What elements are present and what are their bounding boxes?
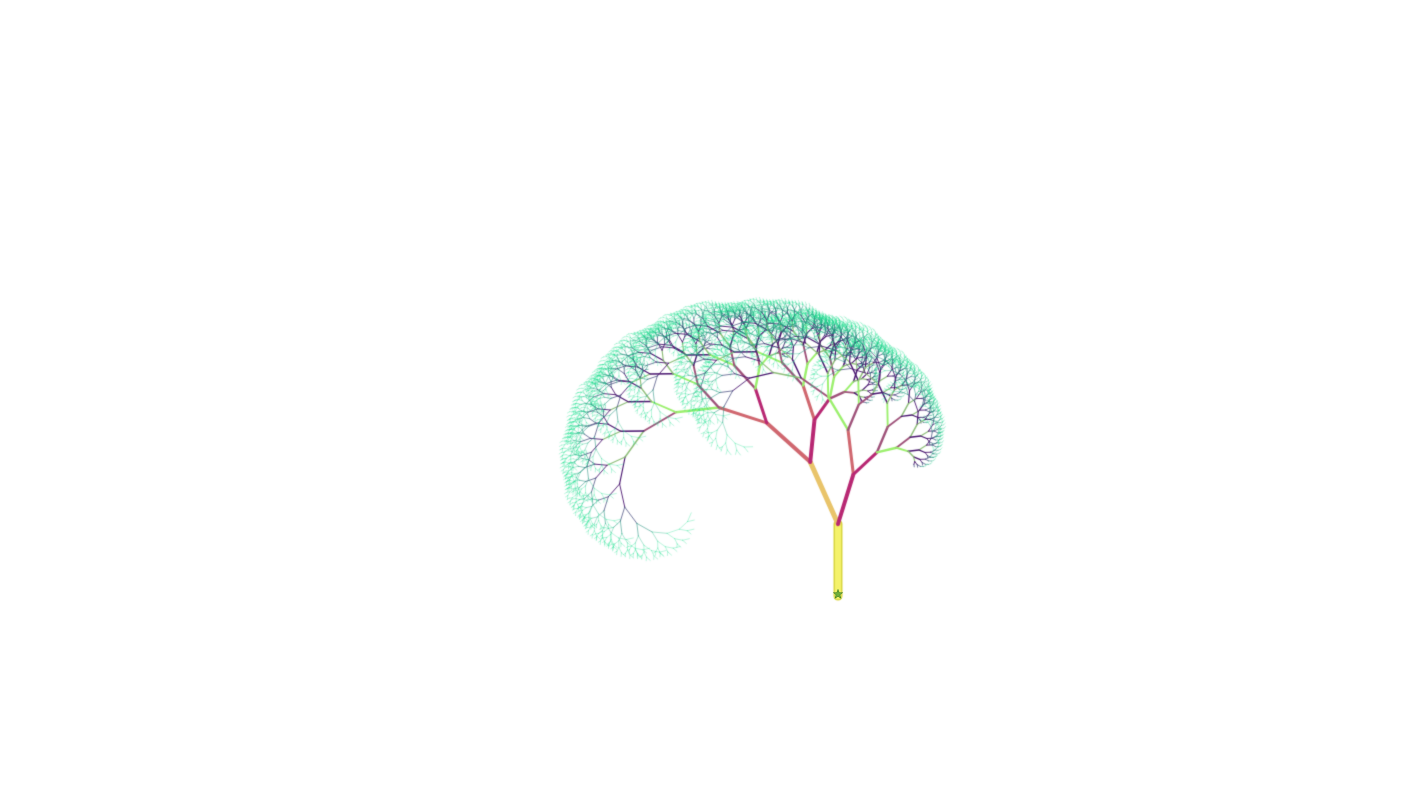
- fractal-tree-viewer: [0, 0, 1428, 790]
- fractal-tree-canvas[interactable]: [0, 0, 1428, 790]
